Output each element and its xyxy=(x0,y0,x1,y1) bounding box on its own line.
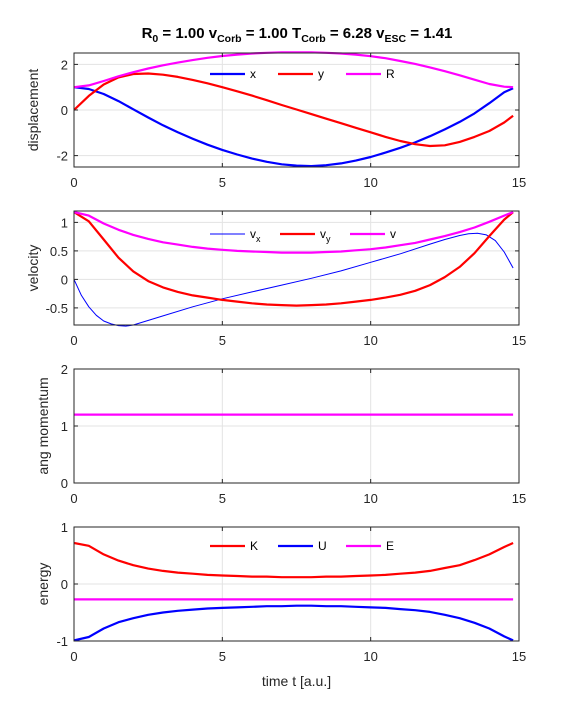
x-tick-label: 15 xyxy=(512,491,526,506)
legend-text: v xyxy=(320,227,326,241)
y-tick-label: 2 xyxy=(61,57,68,72)
subscript-text: Corb xyxy=(217,33,242,45)
legend-label-U: U xyxy=(318,539,327,553)
series-line-v xyxy=(74,211,514,254)
x-tick-label: 10 xyxy=(363,175,377,190)
legend-text: v xyxy=(250,227,256,241)
x-tick-label: 10 xyxy=(363,333,377,348)
series-line-vy xyxy=(74,211,514,307)
series-line-R xyxy=(74,51,514,89)
title-text: = 1.00 v xyxy=(158,25,217,42)
chart-title: R0 = 1.00 vCorb = 1.00 TCorb = 6.28 vESC… xyxy=(142,25,453,45)
x-tick-label: 15 xyxy=(512,333,526,348)
legend-label-R: R xyxy=(386,67,395,81)
x-tick-label: 15 xyxy=(512,649,526,664)
y-axis-label: displacement xyxy=(25,69,41,152)
y-axis-label: ang momentum xyxy=(35,377,51,474)
y-axis-label: energy xyxy=(35,563,51,606)
y-tick-label: 0 xyxy=(61,577,68,592)
plot-3: 0 5 10 15 0 1 2 ang momentum xyxy=(35,362,526,506)
series-line-vx xyxy=(74,232,514,327)
y-tick-label: -2 xyxy=(56,149,68,164)
legend-text: K xyxy=(250,539,258,553)
x-tick-label: 0 xyxy=(70,175,77,190)
series-line-K xyxy=(74,541,514,579)
series-line-x xyxy=(74,86,514,168)
y-tick-label: 0 xyxy=(61,272,68,287)
chart-title-text: R0 = 1.00 vCorb = 1.00 TCorb = 6.28 vESC… xyxy=(142,25,453,45)
x-tick-label: 0 xyxy=(70,491,77,506)
legend-label-vy: vy xyxy=(320,227,331,244)
y-axis-label: velocity xyxy=(25,245,41,292)
x-tick-label: 5 xyxy=(219,175,226,190)
y-tick-label: 1 xyxy=(61,419,68,434)
x-axis-label: time t [a.u.] xyxy=(262,673,331,689)
x-tick-label: 15 xyxy=(512,175,526,190)
axes-box xyxy=(73,210,520,326)
legend-label-y: y xyxy=(318,67,324,81)
y-tick-label: 2 xyxy=(61,362,68,377)
x-tick-label: 5 xyxy=(219,491,226,506)
y-tick-label: -0.5 xyxy=(46,301,68,316)
title-text: = 1.41 xyxy=(406,25,452,42)
subscript-text: y xyxy=(326,234,331,244)
subscript-text: Corb xyxy=(301,33,326,45)
legend-text: x xyxy=(250,67,256,81)
legend-text: E xyxy=(386,539,394,553)
y-tick-label: 0 xyxy=(61,103,68,118)
x-tick-label: 0 xyxy=(70,333,77,348)
legend-label-K: K xyxy=(250,539,258,553)
x-tick-label: 5 xyxy=(219,333,226,348)
x-tick-label: 10 xyxy=(363,491,377,506)
legend: vx vy v xyxy=(210,227,396,244)
subscript-text: ESC xyxy=(385,33,407,45)
legend-label-vx: vx xyxy=(250,227,261,244)
legend-label-x: x xyxy=(250,67,256,81)
legend-label-E: E xyxy=(386,539,394,553)
title-text: = 6.28 v xyxy=(326,25,385,42)
y-tick-label: 0.5 xyxy=(50,244,68,259)
legend-text: y xyxy=(318,67,324,81)
y-tick-label: 1 xyxy=(61,520,68,535)
x-tick-label: 0 xyxy=(70,649,77,664)
legend-text: R xyxy=(386,67,395,81)
y-tick-label: 1 xyxy=(61,215,68,230)
series-line-U xyxy=(74,604,514,642)
x-tick-label: 10 xyxy=(363,649,377,664)
subscript-text: x xyxy=(256,234,261,244)
legend-text: U xyxy=(318,539,327,553)
legend-label-v: v xyxy=(390,227,396,241)
series-line-y xyxy=(74,72,514,148)
y-tick-label: -1 xyxy=(56,634,68,649)
subscript-text: 0 xyxy=(152,33,158,45)
legend-text: v xyxy=(390,227,396,241)
title-text: = 1.00 T xyxy=(242,25,302,42)
y-tick-label: 0 xyxy=(61,476,68,491)
title-text: R xyxy=(142,25,153,42)
x-tick-label: 5 xyxy=(219,649,226,664)
